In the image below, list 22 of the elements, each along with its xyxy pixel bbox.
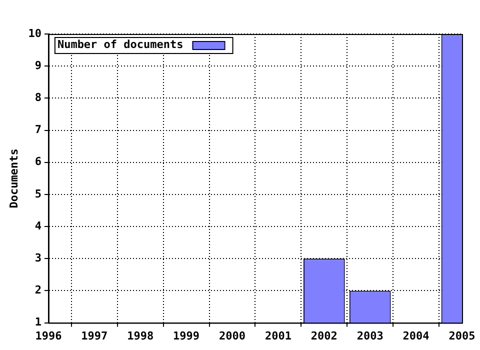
y-tick-label: 2 [34,284,42,297]
y-tick-label: 4 [34,219,42,232]
x-tick-label: 2003 [356,329,384,342]
x-tick-label: 1998 [127,329,154,342]
x-tick-label: 2004 [402,329,430,342]
y-tick-label: 10 [28,26,42,40]
x-tick-label: 1996 [35,329,62,342]
x-tick-label: 2005 [448,329,476,342]
y-tick-label: 9 [34,58,42,72]
x-tick-label: 2002 [310,329,338,342]
y-tick-label: 5 [34,187,42,200]
y-tick-label: 3 [34,251,42,264]
x-tick-label: 2000 [218,329,246,342]
y-tick-label: 7 [34,123,42,136]
y-tick-label: 6 [34,155,42,168]
y-axis-title: Documents [7,148,20,208]
x-tick-label: 2001 [264,329,292,342]
y-tick-label: 8 [34,91,42,104]
x-tick-label: 1997 [81,329,108,342]
legend-label: Number of documents [57,38,184,51]
x-tick-label: 1999 [173,329,200,342]
y-tick-label: 1 [34,316,42,329]
